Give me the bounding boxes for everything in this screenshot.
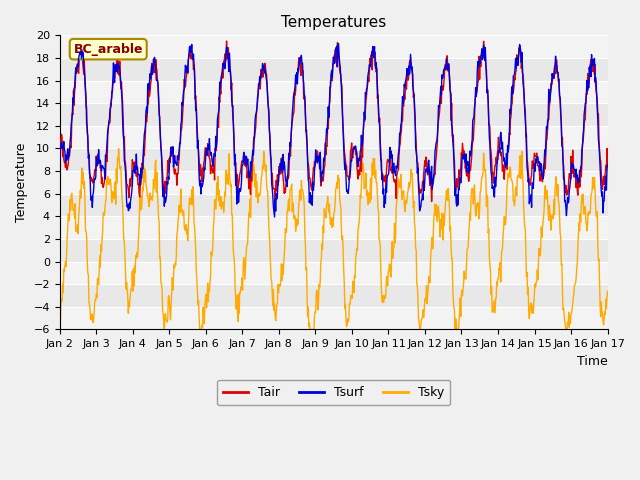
Bar [60, 81, 607, 103]
X-axis label: Time: Time [577, 355, 607, 368]
Legend: Tair, Tsurf, Tsky: Tair, Tsurf, Tsky [217, 380, 450, 406]
Bar [60, 216, 607, 239]
Bar [60, 36, 607, 58]
Y-axis label: Temperature: Temperature [15, 143, 28, 222]
Bar [60, 126, 607, 148]
Text: BC_arable: BC_arable [74, 43, 143, 56]
Bar [60, 171, 607, 193]
Title: Temperatures: Temperatures [281, 15, 387, 30]
Bar [60, 262, 607, 284]
Bar [60, 307, 607, 329]
